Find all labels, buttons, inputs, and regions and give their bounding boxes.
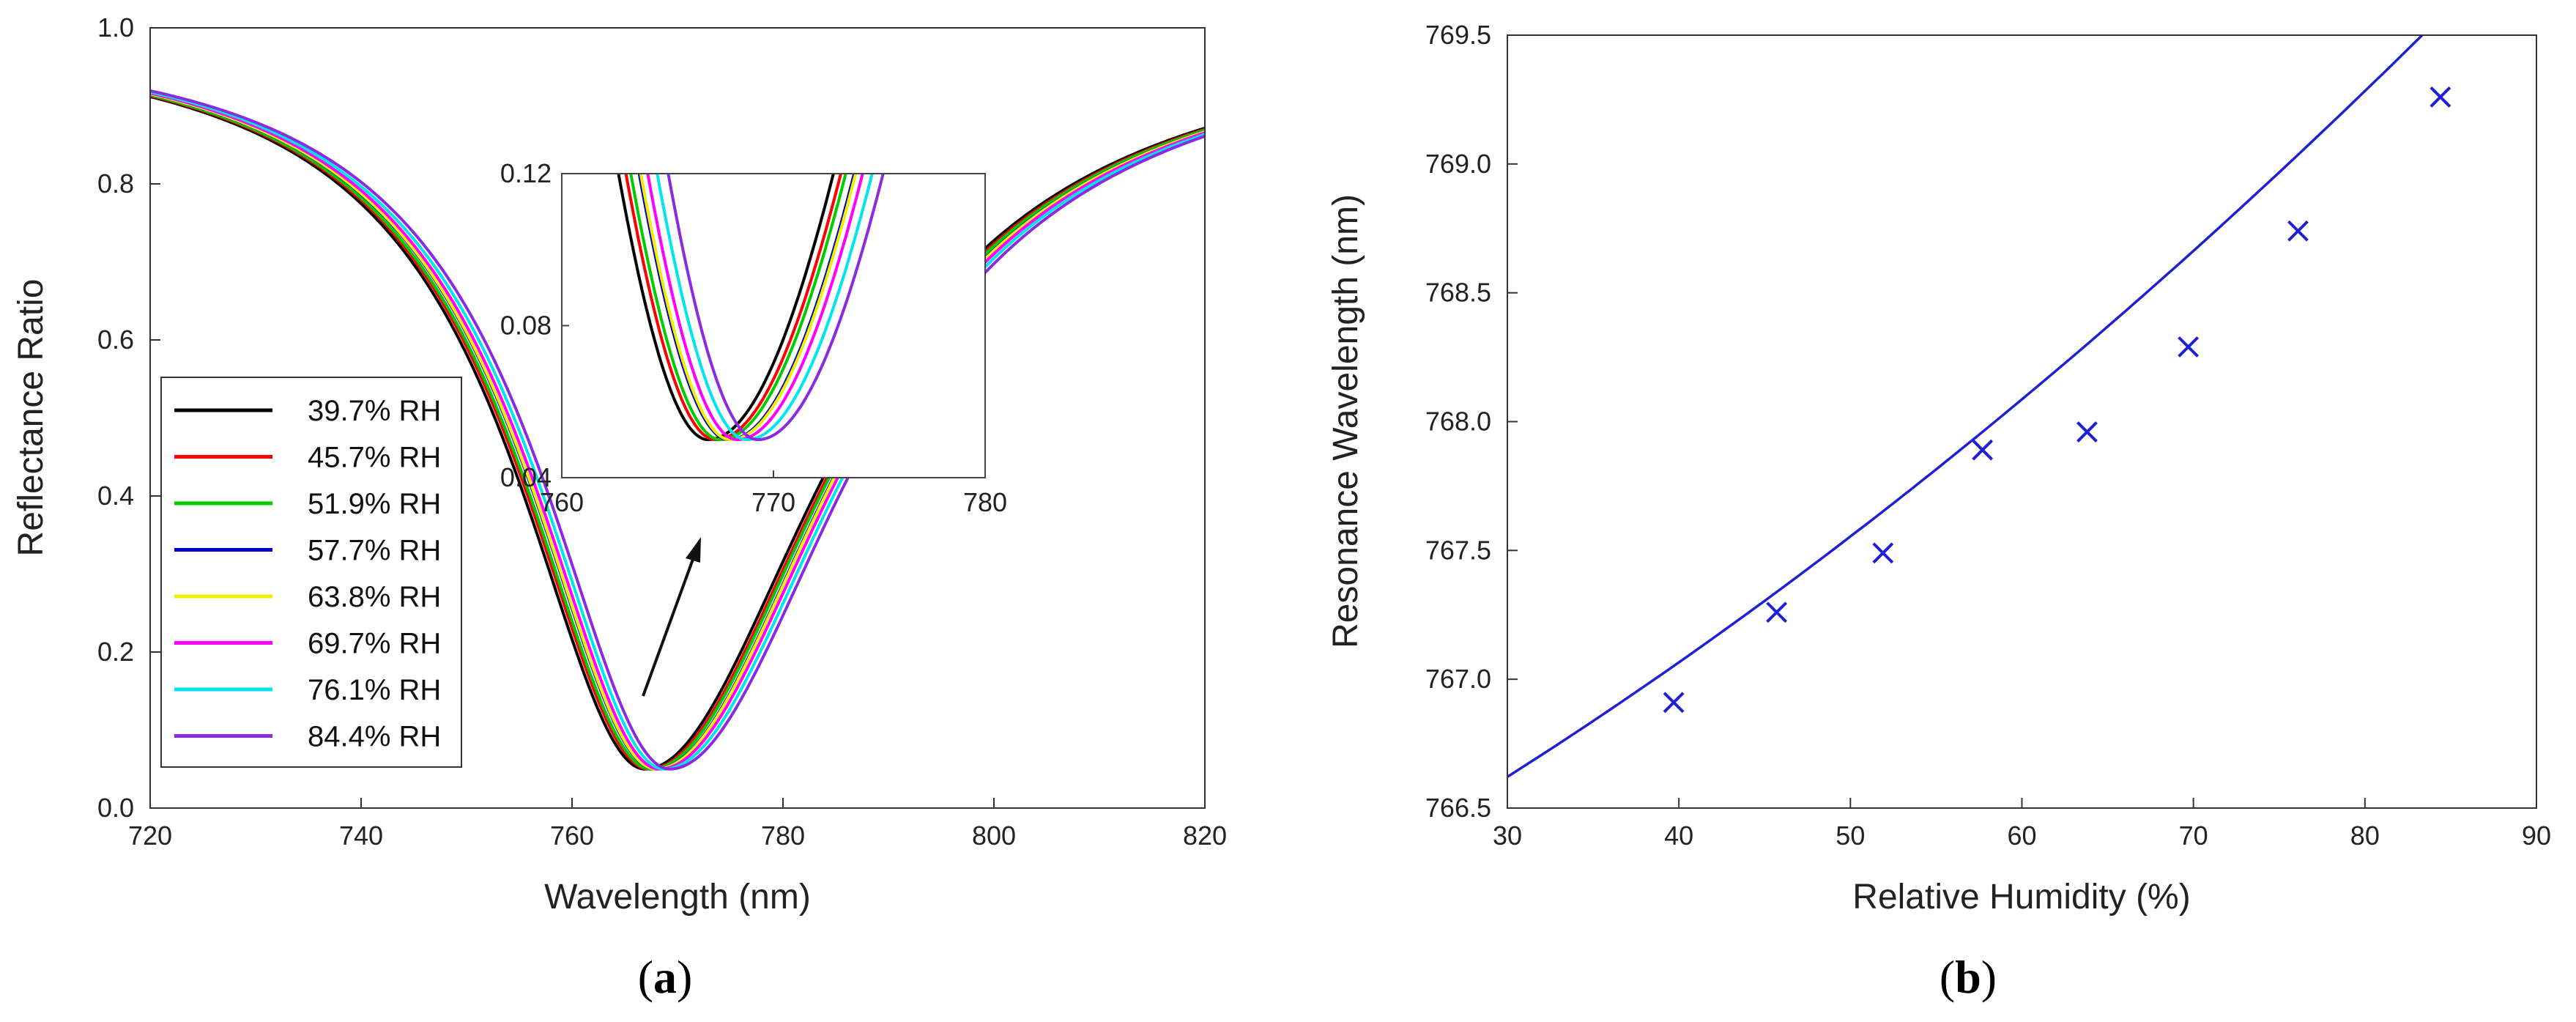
data-point-7 [2287,220,2309,242]
y-tick-label: 0.2 [97,637,134,667]
legend-label-1: 39.7% RH [308,395,441,427]
x-tick-label: 820 [1183,821,1227,851]
x-tick-label: 800 [972,821,1016,851]
y-tick-label: 767.5 [1425,535,1491,565]
y-tick-label: 768.5 [1425,278,1491,308]
inset-series-line-7 [656,174,874,442]
legend-label-8: 84.4% RH [308,721,441,753]
inset-series-line-1 [617,174,835,442]
data-point-1 [1663,692,1685,714]
legend-box [160,377,462,768]
y-tick-label: 0.8 [97,169,134,199]
inset-y-tick-label: 0.04 [500,462,552,492]
y-tick-label: 769.0 [1425,149,1491,179]
series-line-3 [150,93,1205,771]
data-point-8 [2430,86,2451,108]
series-line-7 [150,90,1205,771]
panel-b-y-axis-title: Resonance Wavelength (nm) [1326,194,1365,648]
x-tick-label: 90 [2522,821,2551,851]
inset-axis-ticks: 760 770 780 0.04 0.08 0.12 [500,158,1007,517]
panel-a-x-axis-title: Wavelength (nm) [544,878,811,917]
legend-label-5: 63.8% RH [308,581,441,613]
x-tick-label: 780 [761,821,805,851]
legend-label-2: 45.7% RH [308,442,441,474]
inset-series-line-2 [624,174,843,442]
panel-a-label: (a) [638,951,693,1003]
x-tick-label: 60 [2007,821,2036,851]
annotation-arrow [642,537,701,697]
x-tick-label: 70 [2179,821,2208,851]
data-point-4 [1972,439,1994,461]
data-point-5 [2076,421,2098,443]
series-line-1 [150,95,1205,771]
x-tick-label: 760 [550,821,594,851]
inset-y-tick-label: 0.08 [500,311,552,341]
inset-series-line-3 [629,174,847,442]
x-tick-label: 720 [128,821,172,851]
panel-a-legend: 39.7% RH 45.7% RH 51.9% RH 57.7% RH 63.8% RH… [160,377,462,768]
panel-b-chart: 30 40 50 60 70 80 90 766.5 767.0 767.5 768.0 768.5 7… [1326,20,2551,917]
fit-curve [1507,35,2424,778]
x-tick-label: 40 [1664,821,1693,851]
series-line-5 [150,92,1205,771]
panel-a-plot-frame [149,27,1206,809]
inset-x-tick-label: 760 [540,487,584,517]
y-tick-label: 766.5 [1425,793,1491,823]
inset-background [562,174,985,478]
legend-label-3: 51.9% RH [308,488,441,520]
data-point-6 [2178,336,2200,358]
inset-series-line-8 [667,174,885,442]
inset-x-tick-label: 770 [751,487,795,517]
panel-a-y-axis-title: Reflectance Ratio [12,279,51,557]
y-tick-label: 0.0 [97,793,134,823]
panel-a-axis-ticks: 720 740 760 780 800 820 0.0 0.2 0.4 0.6 0.8 1.0 [97,12,1227,851]
x-tick-label: 30 [1493,821,1522,851]
legend-label-6: 69.7% RH [308,628,441,660]
panel-a-chart: 720 740 760 780 800 820 0.0 0.2 0.4 0.6 0.8 1.0 Wav… [12,12,1227,917]
data-point-2 [1766,601,1788,623]
inset-y-tick-label: 0.12 [500,158,552,188]
x-tick-label: 740 [339,821,383,851]
panel-a-series-group [150,89,1205,771]
legend-label-7: 76.1% RH [308,674,441,706]
y-tick-label: 767.0 [1425,664,1491,694]
panel-a-inset: 760 770 780 0.04 0.08 0.12 [500,158,1007,517]
y-tick-label: 1.0 [97,12,134,42]
series-line-6 [150,92,1205,771]
panel-b-x-axis-title: Relative Humidity (%) [1852,878,2190,917]
data-point-3 [1872,542,1894,564]
y-tick-label: 0.4 [97,481,134,511]
panel-b-plot-area [1507,35,2451,778]
inset-x-tick-label: 780 [963,487,1007,517]
panel-b-axis-ticks: 30 40 50 60 70 80 90 766.5 767.0 767.5 768.0 768.5 7… [1425,20,2551,851]
y-tick-label: 768.0 [1425,407,1491,437]
inset-series-group [617,174,885,442]
legend-label-4: 57.7% RH [308,535,441,567]
x-tick-label: 50 [1836,821,1865,851]
inset-series-line-6 [646,174,864,442]
y-tick-label: 769.5 [1425,20,1491,50]
x-tick-label: 80 [2350,821,2380,851]
panel-b-label: (b) [1940,951,1997,1003]
inset-series-line-5 [639,174,858,442]
panel-b-plot-frame [1507,34,2537,809]
y-tick-label: 0.6 [97,325,134,355]
series-line-8 [150,89,1205,771]
